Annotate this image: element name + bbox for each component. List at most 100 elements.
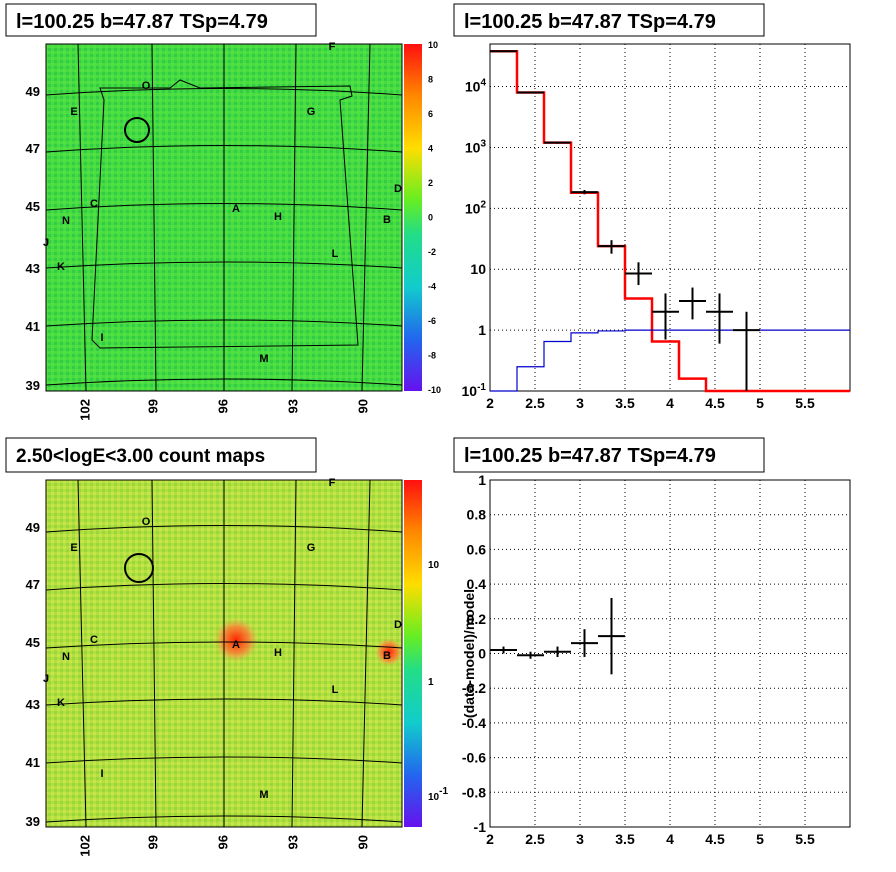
y-tick-label: -0.2	[462, 680, 486, 696]
cnt-map-x-tick: 90	[355, 835, 370, 849]
y-axis-label: (data-model)/model	[461, 589, 477, 718]
count-colorbar-tick: 10-1	[428, 786, 448, 803]
ts-map-y-tick: 41	[26, 319, 40, 334]
cnt-map-source-label: A	[232, 639, 240, 651]
ts-map-x-tick: 93	[285, 399, 300, 413]
ts-colorbar-tick: -8	[428, 351, 436, 361]
ts-map-source-label: G	[307, 106, 316, 118]
cnt-map-source-label: J	[43, 673, 49, 685]
x-tick-label: 2	[486, 395, 494, 411]
ts-map-source-circle	[124, 117, 150, 143]
cnt-map-source-label: K	[57, 697, 65, 709]
bottom-right-title: l=100.25 b=47.87 TSp=4.79	[464, 445, 716, 467]
cnt-map-source-label: E	[70, 542, 77, 554]
y-tick-label: 0.8	[467, 507, 487, 523]
cnt-map-y-tick: 47	[26, 577, 40, 592]
y-tick-label: 10	[470, 261, 486, 277]
ts-colorbar-tick: 2	[428, 178, 433, 188]
count-map-frame	[45, 479, 403, 828]
x-tick-label: 4	[666, 395, 674, 411]
ts-map-source-label: F	[329, 41, 336, 53]
cnt-map-x-tick: 99	[145, 835, 160, 849]
y-tick-label: 102	[465, 199, 487, 216]
ts-map-x-tick: 96	[215, 399, 230, 413]
cnt-map-source-label: C	[90, 634, 98, 646]
x-tick-label: 3	[576, 395, 584, 411]
x-tick-label: 3.5	[615, 831, 635, 847]
top-left-title: l=100.25 b=47.87 TSp=4.79	[16, 11, 268, 33]
cnt-map-y-tick: 45	[26, 635, 40, 650]
x-tick-label: 2.5	[525, 831, 545, 847]
y-tick-label: -0.4	[462, 715, 486, 731]
residual-panel: 2 2.5 3 3.5 4 4.5 5 5.5 -1 -0.8 -0.6 -0.4 -0.2 0 0.2 0.…	[461, 472, 851, 847]
x-tick-label: 4.5	[705, 831, 725, 847]
ts-colorbar	[404, 44, 422, 391]
ts-colorbar-tick: -6	[428, 316, 436, 326]
cnt-map-x-tick: 102	[77, 835, 92, 857]
cnt-map-source-label: I	[100, 768, 103, 780]
cnt-map-source-label: B	[383, 650, 391, 662]
y-tick-label: -1	[474, 819, 487, 835]
y-tick-label: 103	[465, 138, 487, 155]
count-colorbar-tick: 10	[428, 560, 440, 571]
ts-colorbar-tick: -4	[428, 282, 436, 292]
ts-colorbar-tick: 8	[428, 75, 433, 85]
x-tick-label: 4	[666, 831, 674, 847]
count-hotspot-b	[375, 638, 403, 666]
ts-map-source-label: M	[259, 353, 268, 365]
ts-map-source-label: N	[62, 215, 70, 227]
ts-map-source-label: E	[70, 106, 77, 118]
y-tick-label: 104	[465, 78, 487, 95]
ts-map-source-label: K	[57, 261, 65, 273]
ts-colorbar-tick: -2	[428, 247, 436, 257]
cnt-map-x-tick: 93	[285, 835, 300, 849]
count-colorbar-tick: 1	[428, 677, 434, 688]
ts-colorbar-tick: 10	[428, 40, 438, 50]
cnt-map-source-label: N	[62, 651, 70, 663]
cnt-map-y-tick: 43	[26, 697, 40, 712]
x-tick-label: 5	[756, 395, 764, 411]
x-tick-label: 2.5	[525, 395, 545, 411]
count-map-panel	[45, 479, 422, 828]
ts-map-y-tick: 43	[26, 261, 40, 276]
y-tick-label: 1	[478, 472, 486, 488]
count-map-source-circle	[124, 553, 154, 583]
y-tick-label: 0	[478, 646, 486, 662]
plot-frame	[489, 479, 851, 828]
y-tick-label: -0.6	[462, 750, 486, 766]
x-tick-label: 5	[756, 831, 764, 847]
cnt-map-source-label: H	[274, 647, 282, 659]
ts-colorbar-tick: 0	[428, 213, 433, 223]
y-tick-label: 10-1	[462, 382, 487, 399]
ts-map-frame	[45, 43, 403, 392]
count-colorbar	[404, 480, 422, 827]
bottom-left-title: 2.50<logE<3.00 count maps	[16, 446, 265, 467]
y-tick-label: 0.2	[467, 611, 487, 627]
ts-map-x-tick: 102	[77, 399, 92, 421]
top-right-title: l=100.25 b=47.87 TSp=4.79	[464, 11, 716, 33]
cnt-map-y-tick: 41	[26, 755, 40, 770]
ts-colorbar-tick: 6	[428, 109, 433, 119]
ts-map-source-label: B	[383, 214, 391, 226]
ts-map-source-label: O	[142, 80, 151, 92]
y-tick-label: -0.8	[462, 784, 486, 800]
ts-map-panel	[45, 43, 422, 392]
cnt-map-source-label: G	[307, 542, 316, 554]
count-hotspot-a	[214, 618, 258, 662]
ts-map-y-tick: 39	[26, 378, 40, 393]
ts-map-y-tick: 49	[26, 84, 40, 99]
ts-map-source-label: C	[90, 198, 98, 210]
ts-map-source-label: L	[332, 248, 339, 260]
x-tick-label: 5.5	[795, 395, 815, 411]
y-tick-label: 0.6	[467, 541, 487, 557]
x-tick-label: 2	[486, 831, 494, 847]
ts-map-grid	[45, 43, 403, 392]
spectrum-panel: 2 2.5 3 3.5 4 4.5 5 5.5 10-1 1 10 102 103 104	[462, 43, 851, 411]
title-boxes: l=100.25 b=47.87 TSp=4.79 l=100.25 b=47.…	[5, 3, 765, 473]
ts-map-x-tick: 90	[355, 399, 370, 413]
cnt-map-y-tick: 39	[26, 814, 40, 829]
step-series-1	[490, 329, 850, 392]
y-tick-label: 0.4	[467, 576, 487, 592]
